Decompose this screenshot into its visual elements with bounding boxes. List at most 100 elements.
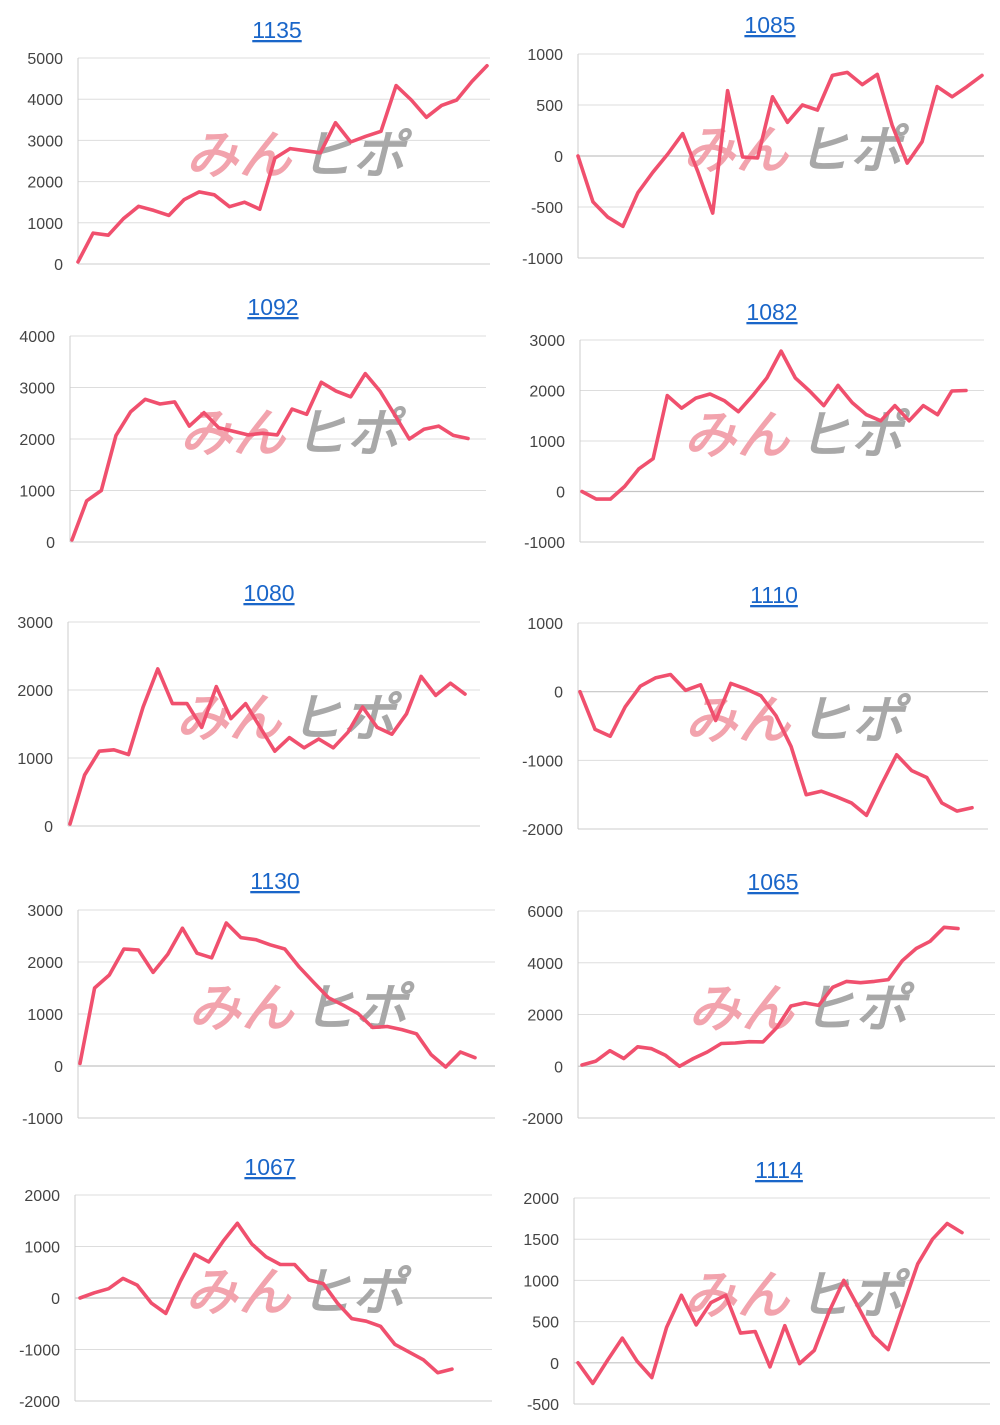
y-tick-label: 0 [550,1356,559,1373]
y-tick-label: -1000 [524,535,565,552]
series-line [70,371,470,542]
chart-panel: 1110 1000 0 -1000 -2000 みん ヒポ [500,570,1000,855]
watermark-part-2: ヒポ [300,1263,413,1323]
y-tick-label: 2000 [19,432,55,449]
chart-title-link[interactable]: 1067 [244,1154,295,1180]
chart-title-link[interactable]: 1080 [243,580,294,606]
watermark-part-2: ヒポ [798,1266,911,1326]
watermark-logo: みん ヒポ [689,980,916,1040]
watermark-part-1: みん [176,689,283,749]
y-tick-label: -1000 [22,1111,63,1128]
series-line [76,64,489,264]
chart-title-link[interactable]: 1110 [750,582,798,608]
watermark-part-1: みん [689,980,796,1040]
watermark-logo: みん ヒポ [684,1266,911,1326]
series-line [580,925,960,1069]
y-tick-label: 0 [554,1059,563,1076]
watermark-logo: みん ヒポ [189,979,416,1039]
y-tick-label: 0 [51,1291,60,1308]
watermark-logo: みん ヒポ [186,126,413,186]
watermark-part-1: みん [685,691,792,751]
chart-panel: 1067 2000 1000 0 -1000 -2000 みん ヒポ [0,1140,500,1425]
y-tick-label: 0 [46,535,55,552]
y-tick-label: 1000 [527,616,563,633]
series-line [580,349,968,501]
y-tick-label: 0 [54,257,63,274]
y-tick-label: -2000 [522,822,563,839]
y-tick-label: 2000 [27,175,63,192]
line-chart: 1080 3000 2000 1000 0 みん ヒポ [17,580,480,836]
y-tick-label: 1500 [523,1232,559,1249]
line-chart: 1114 2000 1500 1000 500 0 -500 みん ヒポ [523,1157,990,1414]
y-tick-label: 0 [554,685,563,702]
line-chart: 1092 4000 3000 2000 1000 0 みん ヒポ [19,294,486,552]
watermark-part-2: ヒポ [798,406,911,466]
chart-title-link[interactable]: 1114 [755,1157,803,1183]
y-tick-label: 6000 [527,904,563,921]
y-tick-label: 1000 [19,484,55,501]
line-chart: 1130 3000 2000 1000 0 -1000 みん ヒポ [22,868,495,1128]
y-tick-label: 2000 [17,683,53,700]
watermark-part-2: ヒポ [294,404,407,464]
y-tick-label: 2000 [529,384,565,401]
watermark-part-1: みん [186,126,293,186]
chart-panel: 1080 3000 2000 1000 0 みん ヒポ [0,570,500,855]
chart-title-link[interactable]: 1065 [747,869,798,895]
watermark-part-2: ヒポ [290,689,403,749]
y-tick-label: 0 [44,819,53,836]
y-tick-label: 2000 [527,1008,563,1025]
chart-panel: 1130 3000 2000 1000 0 -1000 みん ヒポ [0,855,500,1140]
chart-panel: 1065 6000 4000 2000 0 -2000 みん ヒポ [500,855,1000,1140]
y-tick-label: 3000 [19,381,55,398]
y-tick-label: 4000 [27,92,63,109]
y-tick-label: 4000 [19,329,55,346]
chart-panel: 1092 4000 3000 2000 1000 0 みん ヒポ [0,285,500,570]
watermark-part-2: ヒポ [300,126,413,186]
y-tick-label: 500 [536,98,563,115]
y-tick-label: -500 [527,1397,559,1414]
y-tick-label: 4000 [527,956,563,973]
series-line [68,667,467,826]
line-chart: 1067 2000 1000 0 -1000 -2000 みん ヒポ [19,1154,492,1411]
chart-title-link[interactable]: 1092 [247,294,298,320]
y-tick-label: 1000 [527,47,563,64]
line-chart: 1110 1000 0 -1000 -2000 みん ヒポ [522,582,988,839]
chart-title-link[interactable]: 1085 [744,12,795,38]
watermark-part-2: ヒポ [803,980,916,1040]
watermark-part-1: みん [684,406,791,466]
y-tick-label: 1000 [27,1007,63,1024]
y-tick-label: 1000 [27,216,63,233]
y-tick-label: 0 [54,1059,63,1076]
series-line [576,70,984,229]
chart-title-link[interactable]: 1130 [250,868,299,894]
chart-panel: 1114 2000 1500 1000 500 0 -500 みん ヒポ [500,1140,1000,1425]
y-tick-label: 3000 [529,333,565,350]
y-tick-label: -1000 [522,251,563,268]
series-line [578,672,974,818]
series-line [576,1221,964,1386]
watermark-part-1: みん [186,1263,293,1323]
watermark-logo: みん ヒポ [176,689,403,749]
chart-panel: 1085 1000 500 0 -500 -1000 みん ヒポ [500,0,1000,285]
y-tick-label: 0 [554,149,563,166]
watermark-logo: みん ヒポ [685,691,912,751]
watermark-logo: みん ヒポ [186,1263,413,1323]
y-tick-label: 0 [556,485,565,502]
chart-title-link[interactable]: 1082 [746,299,797,325]
y-tick-label: -2000 [522,1111,563,1128]
y-tick-label: 3000 [27,903,63,920]
y-tick-label: 3000 [17,615,53,632]
watermark-part-2: ヒポ [799,691,912,751]
y-tick-label: 1000 [24,1240,60,1257]
y-tick-label: -500 [531,200,563,217]
chart-panel: 1082 3000 2000 1000 0 -1000 みん ヒポ [500,285,1000,570]
line-chart: 1065 6000 4000 2000 0 -2000 みん ヒポ [522,869,995,1128]
watermark-part-2: ヒポ [797,121,910,181]
series-line [78,1221,454,1375]
y-tick-label: -1000 [19,1343,60,1360]
y-tick-label: 5000 [27,51,63,68]
watermark-part-1: みん [189,979,296,1039]
y-tick-label: 2000 [24,1188,60,1205]
chart-title-link[interactable]: 1135 [252,17,301,43]
